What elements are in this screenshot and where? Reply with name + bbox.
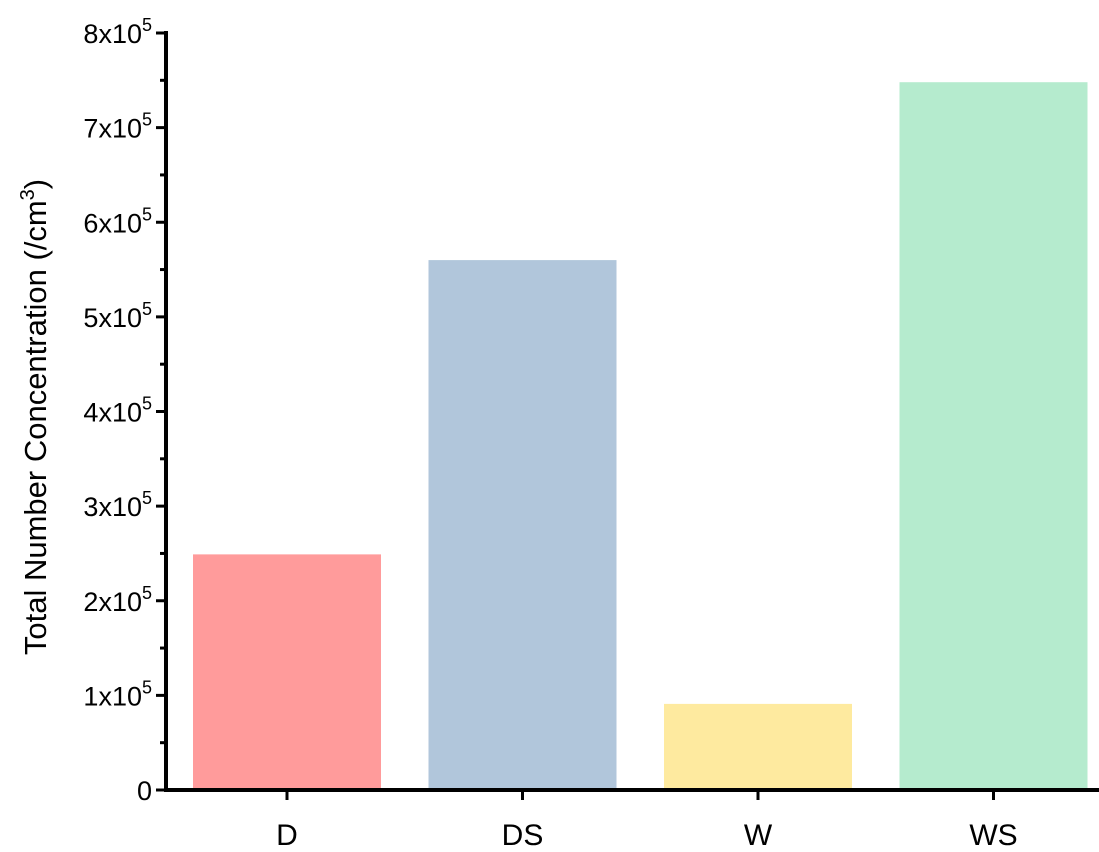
y-tick-label-exponent: 5 bbox=[142, 677, 152, 697]
y-tick-label: 0 bbox=[137, 776, 152, 806]
y-tick-label-base: 3x10 bbox=[83, 492, 142, 522]
y-tick-label-exponent: 5 bbox=[142, 15, 152, 35]
x-labels-group: D DS W WS bbox=[276, 790, 1018, 852]
y-tick-label: 2x105 bbox=[83, 583, 152, 617]
y-tick-label-base: 4x10 bbox=[83, 398, 142, 428]
y-axis-title-text: Total Number Concentration (/cm bbox=[18, 200, 53, 655]
y-tick-label: 4x105 bbox=[83, 394, 152, 428]
y-axis-title-suffix: ) bbox=[18, 179, 53, 189]
y-tick-label-base: 8x10 bbox=[83, 19, 142, 49]
x-tick-label-ws: WS bbox=[969, 819, 1017, 852]
bar-w bbox=[664, 703, 852, 790]
bar-ds bbox=[428, 260, 617, 791]
y-tick-label-base: 2x10 bbox=[83, 587, 142, 617]
y-tick-label: 1x105 bbox=[83, 677, 152, 711]
bars-group bbox=[193, 82, 1088, 791]
y-tick-label-exponent: 5 bbox=[142, 299, 152, 319]
y-ticks-group: 01x1052x1053x1054x1055x1056x1057x1058x10… bbox=[83, 15, 166, 806]
y-axis-title-superscript: 3 bbox=[17, 189, 39, 200]
y-tick-label-base: 7x10 bbox=[83, 114, 142, 144]
y-tick-label-exponent: 5 bbox=[142, 488, 152, 508]
y-tick-label: 8x105 bbox=[83, 15, 152, 49]
y-tick-label: 6x105 bbox=[83, 204, 152, 238]
x-tick-label-w: W bbox=[744, 819, 773, 852]
y-tick-label: 5x105 bbox=[83, 299, 152, 333]
y-tick-label-base: 1x10 bbox=[83, 681, 142, 711]
y-tick-label: 3x105 bbox=[83, 488, 152, 522]
y-tick-label-base: 6x10 bbox=[83, 208, 142, 238]
y-tick-label-exponent: 5 bbox=[142, 204, 152, 224]
y-tick-label-exponent: 5 bbox=[142, 110, 152, 130]
y-axis-title: Total Number Concentration (/cm3) bbox=[17, 179, 53, 655]
x-tick-label-ds: DS bbox=[502, 819, 544, 852]
y-tick-label-exponent: 5 bbox=[142, 394, 152, 414]
y-tick-label: 7x105 bbox=[83, 110, 152, 144]
y-tick-label-base: 5x10 bbox=[83, 303, 142, 333]
y-tick-label-exponent: 5 bbox=[142, 583, 152, 603]
bar-d bbox=[193, 554, 381, 790]
y-tick-label-base: 0 bbox=[137, 776, 152, 806]
bar-ws bbox=[899, 82, 1088, 790]
x-tick-label-d: D bbox=[276, 819, 298, 852]
